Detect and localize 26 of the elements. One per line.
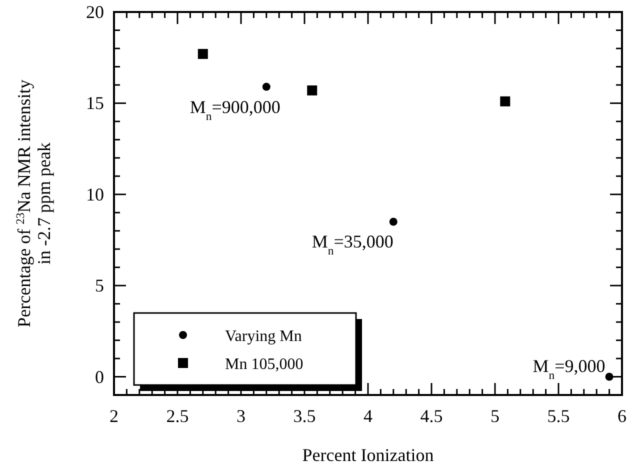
x-tick-label: 4 xyxy=(364,406,372,426)
y-tick-label: 0 xyxy=(95,366,104,387)
point xyxy=(389,218,398,226)
x-axis-title: Percent Ionization xyxy=(302,445,434,465)
point xyxy=(605,372,614,381)
annotation: M$_{n}$=9,000 xyxy=(532,356,606,382)
legend-label: Varying Mn xyxy=(225,328,302,345)
x-tick-label: 3 xyxy=(236,406,246,426)
x-tick-label: 4.5 xyxy=(420,406,443,426)
x-tick-label: 6 xyxy=(618,406,626,426)
x-tick-label: 3.5 xyxy=(293,406,316,426)
y-tick-label: 15 xyxy=(86,93,104,114)
y-tick-label: 10 xyxy=(86,184,104,204)
x-tick-label: 2 xyxy=(110,406,118,426)
x-tick-label: 5 xyxy=(490,406,500,426)
y-tick-label: 20 xyxy=(86,2,104,22)
legend-label: Mn 105,000 xyxy=(225,356,304,373)
x-tick-label: 2.5 xyxy=(166,406,189,426)
annotation: M$_{n}$=35,000 xyxy=(312,232,394,258)
point xyxy=(262,82,270,91)
point xyxy=(198,48,208,59)
point xyxy=(307,85,318,96)
y-tick-label: 5 xyxy=(95,276,104,296)
x-tick-label: 5.5 xyxy=(547,406,570,426)
point xyxy=(500,96,510,106)
annotation: M$_{n}$=900,000 xyxy=(190,96,280,122)
